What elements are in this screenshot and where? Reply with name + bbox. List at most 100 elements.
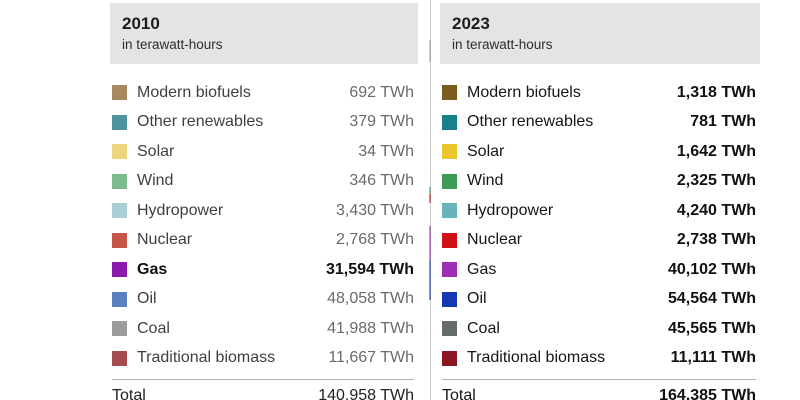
series-value: 379 TWh [349, 113, 414, 131]
table-row[interactable]: Traditional biomass 11,111 TWh [442, 344, 756, 374]
table-row[interactable]: Oil 48,058 TWh [112, 285, 414, 315]
series-value: 31,594 TWh [325, 260, 414, 278]
table-row[interactable]: Wind 2,325 TWh [442, 167, 756, 197]
series-color-swatch [442, 144, 457, 160]
table-row[interactable]: Other renewables 781 TWh [442, 108, 756, 138]
series-color-swatch [442, 232, 457, 248]
series-value: 781 TWh [690, 113, 756, 131]
table-row[interactable]: Hydropower 4,240 TWh [442, 196, 756, 226]
series-label: Modern biofuels [467, 83, 581, 101]
series-color-swatch [112, 114, 127, 130]
table-row[interactable]: Oil 54,564 TWh [442, 285, 756, 315]
table-row[interactable]: Wind 346 TWh [112, 167, 414, 197]
panel-2010: 2010 in terawatt-hours Modern biofuels 69… [110, 3, 418, 400]
table-row[interactable]: Modern biofuels 692 TWh [112, 78, 414, 108]
table-row[interactable]: Coal 45,565 TWh [442, 314, 756, 344]
series-label: Nuclear [467, 231, 523, 249]
table-row[interactable]: Gas 31,594 TWh [112, 255, 414, 285]
series-color-swatch [442, 173, 457, 189]
divider-line-fragment [429, 226, 431, 260]
table-row[interactable]: Nuclear 2,738 TWh [442, 226, 756, 256]
series-color-swatch [112, 350, 127, 366]
series-label: Other renewables [467, 113, 594, 131]
total-value: 140,958 TWh [318, 387, 414, 400]
series-color-swatch [112, 144, 127, 160]
table-row[interactable]: Modern biofuels 1,318 TWh [442, 78, 756, 108]
series-value: 40,102 TWh [667, 260, 756, 278]
series-label: Nuclear [137, 231, 193, 249]
series-color-swatch [442, 114, 457, 130]
panel-2023: 2023 in terawatt-hours Modern biofuels 1,… [440, 3, 760, 400]
series-label: Hydropower [137, 201, 224, 219]
table-row[interactable]: Coal 41,988 TWh [112, 314, 414, 344]
series-value: 54,564 TWh [667, 290, 756, 308]
total-value: 164,385 TWh [659, 387, 756, 400]
series-value: 3,430 TWh [336, 201, 414, 219]
total-label: Total [112, 387, 146, 400]
series-value: 692 TWh [349, 83, 414, 101]
series-color-swatch [442, 262, 457, 278]
series-label: Gas [137, 260, 168, 278]
panel-2010-subtitle: in terawatt-hours [122, 37, 223, 52]
column-divider [429, 0, 431, 400]
series-value: 1,318 TWh [676, 83, 756, 101]
series-color-swatch [442, 350, 457, 366]
series-value: 2,325 TWh [676, 172, 756, 190]
table-row[interactable]: Hydropower 3,430 TWh [112, 196, 414, 226]
series-label: Traditional biomass [467, 349, 606, 367]
series-color-swatch [112, 203, 127, 219]
panel-2023-total-row: Total 164,385 TWh [442, 379, 756, 400]
series-color-swatch [112, 262, 127, 278]
panel-2010-header: 2010 in terawatt-hours [110, 3, 418, 64]
series-value: 48,058 TWh [327, 290, 414, 308]
divider-line-fragment [429, 260, 431, 300]
series-color-swatch [442, 203, 457, 219]
series-label: Other renewables [137, 113, 264, 131]
series-value: 2,738 TWh [676, 231, 756, 249]
series-value: 4,240 TWh [676, 201, 756, 219]
series-label: Modern biofuels [137, 83, 251, 101]
series-color-swatch [112, 291, 127, 307]
panel-2023-year: 2023 [452, 14, 490, 33]
series-label: Solar [137, 142, 175, 160]
table-row[interactable]: Traditional biomass 11,667 TWh [112, 344, 414, 374]
series-label: Oil [137, 290, 157, 308]
panel-2010-rows: Modern biofuels 692 TWh Other renewables 37… [110, 78, 418, 373]
series-color-swatch [112, 321, 127, 337]
series-label: Wind [137, 172, 174, 190]
divider-line-fragment [429, 40, 431, 62]
series-color-swatch [112, 85, 127, 101]
total-label: Total [442, 387, 476, 400]
series-value: 11,667 TWh [328, 349, 414, 367]
panel-2010-total-row: Total 140,958 TWh [112, 379, 414, 400]
table-row[interactable]: Solar 1,642 TWh [442, 137, 756, 167]
series-color-swatch [442, 291, 457, 307]
series-label: Solar [467, 142, 505, 160]
series-label: Hydropower [467, 201, 554, 219]
panel-2023-rows: Modern biofuels 1,318 TWh Other renewables… [440, 78, 760, 373]
series-label: Coal [137, 319, 170, 337]
divider-line-fragment [429, 187, 431, 194]
series-value: 1,642 TWh [676, 142, 756, 160]
divider-line-fragment [429, 194, 431, 203]
series-color-swatch [112, 232, 127, 248]
series-label: Oil [467, 290, 487, 308]
panel-2023-subtitle: in terawatt-hours [452, 37, 553, 52]
table-row[interactable]: Other renewables 379 TWh [112, 108, 414, 138]
series-value: 45,565 TWh [667, 319, 756, 337]
series-value: 2,768 TWh [336, 231, 414, 249]
table-row[interactable]: Solar 34 TWh [112, 137, 414, 167]
series-label: Traditional biomass [137, 349, 276, 367]
series-value: 41,988 TWh [327, 319, 414, 337]
series-color-swatch [112, 173, 127, 189]
series-label: Wind [467, 172, 504, 190]
series-color-swatch [442, 321, 457, 337]
series-value: 346 TWh [349, 172, 414, 190]
panel-2010-year: 2010 [122, 14, 160, 33]
series-color-swatch [442, 85, 457, 101]
panel-2023-header: 2023 in terawatt-hours [440, 3, 760, 64]
series-value: 11,111 TWh [670, 349, 756, 367]
table-row[interactable]: Nuclear 2,768 TWh [112, 226, 414, 256]
table-row[interactable]: Gas 40,102 TWh [442, 255, 756, 285]
